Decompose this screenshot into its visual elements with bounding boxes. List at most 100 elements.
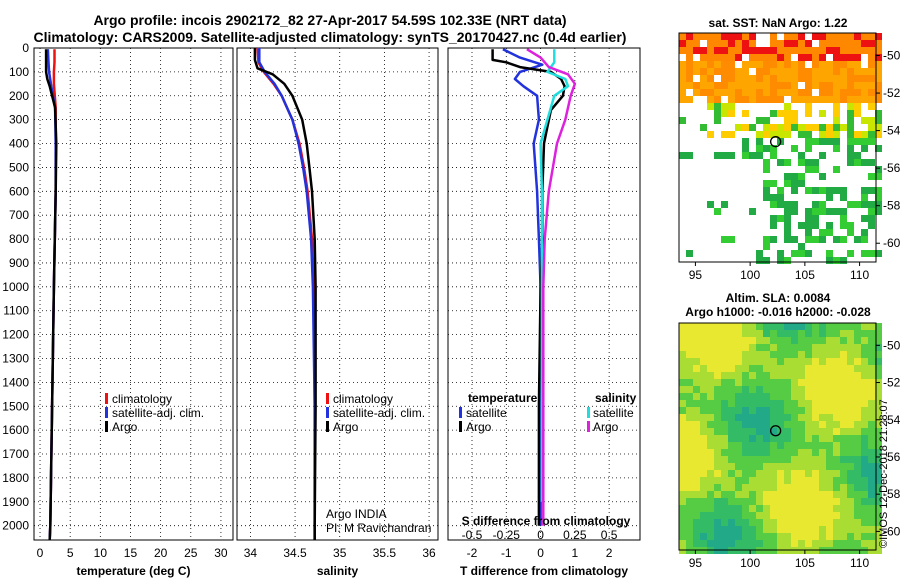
map-cell [805,222,812,229]
map-cell [749,477,756,484]
map-cell [854,386,861,393]
map-cell [812,54,819,61]
map-cell [749,344,756,351]
map-cell [714,379,721,386]
map-cell [868,435,875,442]
map-cell [819,428,826,435]
map-x-tick-label: 105 [795,556,815,570]
map-cell [840,400,847,407]
map-cell [784,414,791,421]
map-cell [777,323,784,330]
map-cell [784,526,791,533]
map-cell [693,428,700,435]
map-cell [847,484,854,491]
map-cell [847,152,854,159]
map-cell [770,505,777,512]
map-cell [805,82,812,89]
legend-label: Argo [466,420,492,434]
map-cell [721,407,728,414]
map-cell [826,540,833,547]
map-cell [742,75,749,82]
map-cell [693,540,700,547]
map-cell [763,351,770,358]
map-cell [707,512,714,519]
map-cell [735,33,742,40]
map-cell [833,61,840,68]
map-cell [784,75,791,82]
map-cell [868,484,875,491]
map-cell [770,323,777,330]
map-cell [875,519,882,526]
map-cell [819,512,826,519]
map-cell [770,152,777,159]
map-cell [791,428,798,435]
legend-label: climatology [333,392,393,406]
map-cell [700,491,707,498]
x-tick-label: 36 [422,546,436,560]
map-cell [777,124,784,131]
map-cell [833,512,840,519]
map-cell [728,110,735,117]
map-cell [763,428,770,435]
map-cell [707,463,714,470]
map-cell [742,505,749,512]
y-tick-label: 600 [9,184,29,198]
map-cell [735,519,742,526]
map-cell [798,526,805,533]
y-tick-label: 200 [9,89,29,103]
map-cell [777,484,784,491]
map-cell [728,82,735,89]
map-cell [679,463,686,470]
map-cell [819,533,826,540]
map-cell [840,470,847,477]
map-cell [840,449,847,456]
map-cell [833,75,840,82]
map-cell [721,89,728,96]
map-cell [707,89,714,96]
map-cell [812,519,819,526]
map-cell [693,386,700,393]
map-cell [714,449,721,456]
map-cell [833,344,840,351]
map-cell [791,61,798,68]
map-cell [728,463,735,470]
map-cell [861,229,868,236]
map-cell [749,484,756,491]
map-cell [735,505,742,512]
map-cell [875,131,882,138]
legend-title-salinity: salinity [595,391,637,405]
map-cell [777,201,784,208]
map-cell [693,505,700,512]
map-cell [777,470,784,477]
map-cell [875,323,882,330]
map-cell [707,533,714,540]
map-cell [847,229,854,236]
map-cell [749,414,756,421]
map-cell [861,68,868,75]
map-cell [763,400,770,407]
map-cell [791,477,798,484]
map-cell [812,393,819,400]
map-cell [686,152,693,159]
map-cell [756,365,763,372]
map-cell [826,365,833,372]
map-cell [756,491,763,498]
map-cell [875,337,882,344]
y-tick-label: 900 [9,256,29,270]
map-cell [707,526,714,533]
map-cell [798,33,805,40]
map-cell [819,96,826,103]
map-cell [805,400,812,407]
map-cell [756,477,763,484]
map-cell [875,47,882,54]
map-cell [679,372,686,379]
map-cell [735,407,742,414]
map-cell [805,89,812,96]
map-cell [833,208,840,215]
map-cell [812,96,819,103]
map-cell [742,477,749,484]
map-cell [707,358,714,365]
map-cell [679,323,686,330]
map-cell [847,47,854,54]
map-cell [679,68,686,75]
